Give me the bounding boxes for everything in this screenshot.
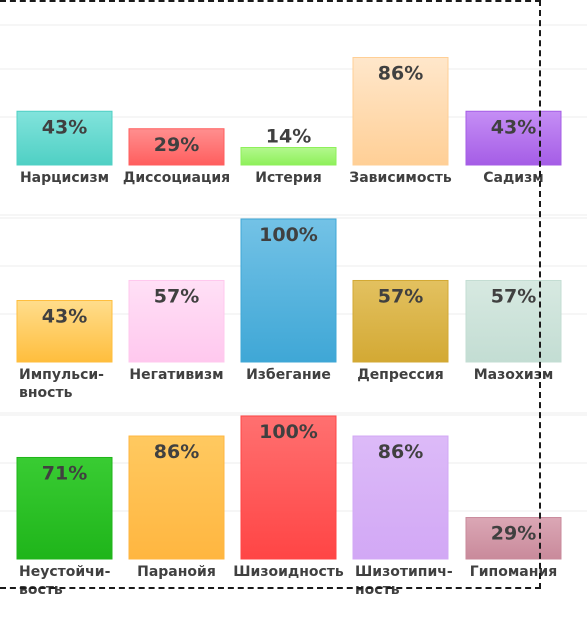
category-label: Нарцисизм (20, 170, 109, 186)
bar-value-label: 57% (154, 285, 199, 307)
bar-2-3[interactable] (240, 218, 337, 363)
chart-panel-2: 43% Импульси-вность 57% Негативизм 100% Избег… (0, 214, 587, 401)
bar-3-1[interactable] (16, 456, 113, 560)
bar-3-5[interactable] (465, 517, 562, 560)
category-label: Гипомания (470, 564, 557, 580)
chart-panel-3: 71% Неустойчи-вость 86% Паранойя 100% Шизоидн… (0, 412, 587, 598)
category-label: Мазохизм (474, 367, 554, 383)
bar-2-4[interactable] (352, 279, 449, 363)
bar-value-label: 43% (42, 306, 87, 328)
bar-value-label: 86% (378, 441, 423, 463)
category-label: Избегание (246, 367, 331, 383)
bar-value-label: 86% (154, 441, 199, 463)
category-label: Депрессия (357, 367, 444, 383)
bar-3-2[interactable] (128, 435, 225, 560)
bar-3-3[interactable] (240, 415, 337, 560)
bar-value-label: 57% (378, 285, 423, 307)
bar-value-label: 43% (491, 116, 536, 138)
bar-value-label: 57% (491, 285, 536, 307)
category-label: Неустойчи-вость (19, 564, 111, 598)
bar-2-2[interactable] (128, 279, 225, 363)
bar-1-3[interactable] (240, 147, 337, 166)
bar-value-label: 100% (259, 224, 318, 246)
bar-value-label: 86% (378, 63, 423, 85)
category-label: Истерия (255, 170, 321, 186)
bar-value-label: 29% (154, 134, 199, 156)
category-label: Импульси-вность (19, 367, 104, 401)
bar-1-5[interactable] (465, 110, 562, 166)
bar-value-label: 14% (266, 126, 311, 148)
category-label: Паранойя (137, 564, 216, 580)
bar-2-1[interactable] (16, 300, 113, 363)
bar-1-4[interactable] (352, 57, 449, 166)
bar-1-2[interactable] (128, 128, 225, 166)
bar-value-label: 29% (491, 523, 536, 545)
category-label: Негативизм (129, 367, 223, 383)
bar-1-1[interactable] (16, 110, 113, 166)
chart-panel-1: 43% Нарцисизм 29% Диссоциация 14% Истерия 86% З… (0, 24, 587, 186)
category-label: Шизоидность (233, 564, 344, 580)
bar-3-4[interactable] (352, 435, 449, 560)
bar-value-label: 71% (42, 462, 87, 484)
category-label: Зависимость (349, 170, 452, 186)
bar-2-5[interactable] (465, 279, 562, 363)
bar-value-label: 43% (42, 116, 87, 138)
category-label: Шизотипич-ность (355, 564, 453, 598)
category-label: Садизм (483, 170, 543, 186)
category-label: Диссоциация (123, 170, 230, 186)
bar-value-label: 100% (259, 421, 318, 443)
